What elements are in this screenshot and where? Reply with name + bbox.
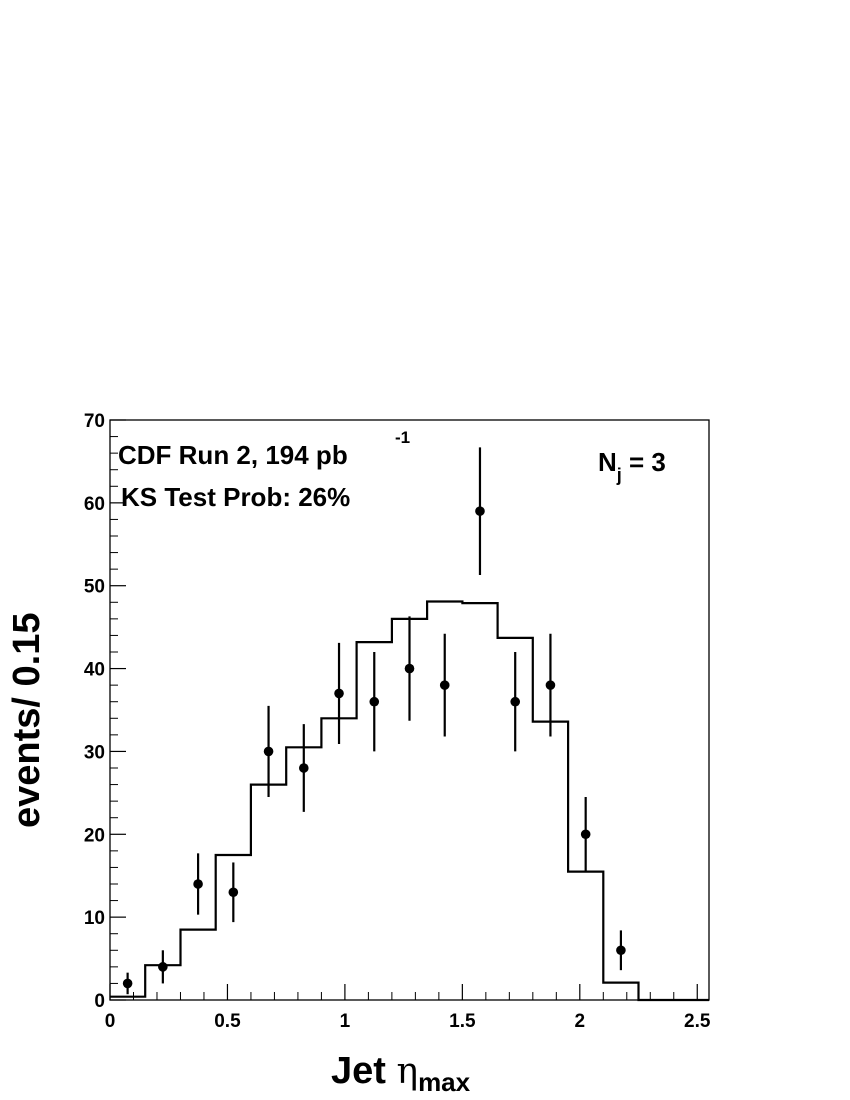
data-marker xyxy=(263,746,274,757)
nj-label: Nj = 3 xyxy=(598,447,666,485)
data-point xyxy=(369,652,380,752)
data-point xyxy=(404,616,415,721)
data-point xyxy=(475,447,485,575)
x-tick-label: 0 xyxy=(105,1011,116,1032)
x-tick-label: 1.5 xyxy=(449,1011,476,1032)
axis-ticks xyxy=(109,419,698,1001)
data-marker xyxy=(545,680,556,690)
data-point xyxy=(616,930,626,971)
histogram-line xyxy=(110,600,709,1002)
data-marker xyxy=(228,887,239,898)
y-tick-label: 40 xyxy=(84,660,105,681)
x-tick-label: 1 xyxy=(340,1011,351,1032)
data-point xyxy=(193,853,203,915)
data-marker xyxy=(298,763,309,773)
data-marker xyxy=(475,506,485,516)
data-point xyxy=(510,652,521,752)
data-marker xyxy=(439,680,450,690)
plot-frame xyxy=(109,419,710,1001)
data-marker xyxy=(369,696,380,707)
histogram-layer xyxy=(110,600,709,1002)
data-point xyxy=(122,972,133,995)
data-marker xyxy=(193,879,203,889)
y-tick-label: 70 xyxy=(84,411,105,432)
y-tick-label: 30 xyxy=(84,742,105,763)
data-point xyxy=(298,724,309,812)
data-marker xyxy=(580,829,591,840)
y-tick-labels: 0 10 20 30 40 50 60 70 xyxy=(84,411,105,1012)
x-tick-labels: 0 0.5 1 1.5 2 2.5 xyxy=(105,1011,711,1032)
run-label: CDF Run 2, 194 pb xyxy=(118,440,348,470)
data-point xyxy=(545,633,556,737)
y-tick-label: 10 xyxy=(84,908,105,929)
data-marker xyxy=(334,688,344,699)
x-tick-label: 2.5 xyxy=(684,1011,711,1032)
data-point xyxy=(158,950,168,984)
y-axis-label: events/ 0.15 xyxy=(6,613,48,828)
x-tick-label: 0.5 xyxy=(214,1011,241,1032)
data-points-layer xyxy=(122,447,626,995)
run-label-exponent: -1 xyxy=(395,428,410,447)
data-marker xyxy=(122,978,133,989)
data-point xyxy=(263,705,274,797)
data-point xyxy=(580,797,591,872)
x-axis-label: Jet ηmax xyxy=(331,1050,471,1097)
data-marker xyxy=(616,945,626,956)
data-marker xyxy=(158,962,168,972)
data-marker xyxy=(510,696,521,707)
data-point xyxy=(228,862,239,923)
y-tick-label: 0 xyxy=(94,991,105,1012)
data-marker xyxy=(404,663,415,674)
data-point xyxy=(334,642,344,744)
ks-test-label: KS Test Prob: 26% xyxy=(121,482,350,512)
y-tick-label: 50 xyxy=(84,577,105,598)
x-tick-label: 2 xyxy=(575,1011,586,1032)
y-tick-label: 20 xyxy=(84,825,105,846)
y-tick-label: 60 xyxy=(84,494,105,515)
data-point xyxy=(439,633,450,737)
